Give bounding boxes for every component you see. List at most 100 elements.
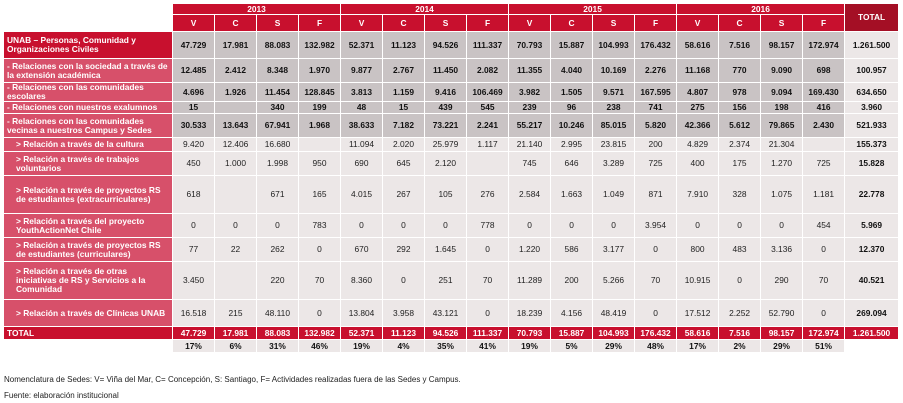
table-cell: 200 — [634, 137, 678, 152]
grand-total: 1.261.500 — [844, 326, 900, 340]
percent-cell: 46% — [297, 339, 342, 353]
table-cell: 275 — [676, 101, 720, 114]
row-total: 521.933 — [844, 113, 900, 138]
table-cell: 645 — [382, 151, 426, 176]
column-header: S — [256, 14, 299, 32]
table-cell: 2.241 — [466, 113, 510, 138]
table-cell: 11.289 — [508, 261, 552, 300]
total-cell: 52.371 — [340, 326, 384, 340]
table-cell: 47.729 — [172, 31, 215, 59]
row-label: > Relación a través de Clínicas UNAB — [3, 299, 173, 327]
total-cell: 98.157 — [760, 326, 804, 340]
row-total: 15.828 — [844, 151, 900, 176]
percent-cell: 29% — [760, 339, 804, 353]
column-header: F — [466, 14, 510, 32]
table-cell: 169.430 — [802, 82, 846, 102]
percent-cell: 19% — [508, 339, 552, 353]
total-cell: 94.526 — [424, 326, 468, 340]
table-cell: 1.117 — [466, 137, 510, 152]
table-cell: 67.941 — [256, 113, 299, 138]
table-cell: 1.968 — [297, 113, 342, 138]
total-cell: 17.981 — [214, 326, 257, 340]
row-label: UNAB – Personas, Comunidad y Organizacio… — [3, 31, 173, 59]
table-cell: 11.355 — [508, 58, 552, 83]
percent-cell: 4% — [382, 339, 426, 353]
table-cell: 0 — [466, 237, 510, 262]
table-row: > Relación a través de trabajos voluntar… — [3, 151, 900, 176]
row-total: 40.521 — [844, 261, 900, 300]
table-cell: 0 — [676, 213, 720, 238]
table-cell: 7.516 — [718, 31, 762, 59]
table-cell: 290 — [760, 261, 804, 300]
table-cell: 0 — [760, 213, 804, 238]
table-cell: 725 — [802, 151, 846, 176]
table-cell: 1.220 — [508, 237, 552, 262]
table-cell: 2.995 — [550, 137, 594, 152]
table-cell: 3.982 — [508, 82, 552, 102]
table-cell: 1.000 — [214, 151, 257, 176]
table-cell: 48 — [340, 101, 384, 114]
table-row: - Relaciones con la sociedad a través de… — [3, 58, 900, 83]
table-cell: 3.177 — [592, 237, 636, 262]
percent-cell: 5% — [550, 339, 594, 353]
column-header: C — [550, 14, 594, 32]
table-cell: 9.094 — [760, 82, 804, 102]
row-total: 12.370 — [844, 237, 900, 262]
row-total: 269.094 — [844, 299, 900, 327]
nomenclature-note: Nomenclatura de Sedes: V= Viña del Mar, … — [4, 375, 461, 384]
table-cell: 0 — [802, 237, 846, 262]
table-cell: 690 — [340, 151, 384, 176]
table-cell — [214, 261, 257, 300]
table-cell: 400 — [676, 151, 720, 176]
table-cell: 439 — [424, 101, 468, 114]
table-cell: 4.807 — [676, 82, 720, 102]
table-cell: 23.815 — [592, 137, 636, 152]
row-label: > Relación a través de otras iniciativas… — [3, 261, 173, 300]
percent-row: 17% 6% 31% 46% 19% 4% 35% 41% 19% 5% 29% 48% 17% 2% 29… — [3, 339, 900, 353]
percent-cell: 17% — [676, 339, 720, 353]
total-cell: 47.729 — [172, 326, 215, 340]
table-cell: 16.518 — [172, 299, 215, 327]
total-row-label: TOTAL — [3, 326, 173, 340]
row-total: 1.261.500 — [844, 31, 900, 59]
table-cell: 15 — [172, 101, 215, 114]
table-cell: 1.075 — [760, 175, 804, 214]
column-header: C — [718, 14, 762, 32]
table-cell — [297, 137, 342, 152]
column-header: F — [297, 14, 342, 32]
column-header: S — [760, 14, 804, 32]
total-cell: 104.993 — [592, 326, 636, 340]
table-cell: 132.982 — [297, 31, 342, 59]
table-cell: 12.406 — [214, 137, 257, 152]
table-cell: 783 — [297, 213, 342, 238]
table-cell: 12.485 — [172, 58, 215, 83]
table-cell: 9.420 — [172, 137, 215, 152]
table-cell: 0 — [382, 213, 426, 238]
table-cell: 698 — [802, 58, 846, 83]
table-cell: 4.829 — [676, 137, 720, 152]
total-cell: 111.337 — [466, 326, 510, 340]
table-row: - Relaciones con las comunidades vecinas… — [3, 113, 900, 138]
total-cell: 15.887 — [550, 326, 594, 340]
column-header: V — [508, 14, 552, 32]
table-cell: 1.645 — [424, 237, 468, 262]
table-cell: 111.337 — [466, 31, 510, 59]
table-cell: 7.910 — [676, 175, 720, 214]
table-cell: 1.926 — [214, 82, 257, 102]
percent-cell: 31% — [256, 339, 299, 353]
table-cell: 52.371 — [340, 31, 384, 59]
table-cell: 22 — [214, 237, 257, 262]
table-cell: 8.348 — [256, 58, 299, 83]
table-cell: 871 — [634, 175, 678, 214]
row-label: > Relación a través de la cultura — [3, 137, 173, 152]
table-cell: 79.865 — [760, 113, 804, 138]
table-cell: 7.182 — [382, 113, 426, 138]
table-cell: 58.616 — [676, 31, 720, 59]
table-row: UNAB – Personas, Comunidad y Organizacio… — [3, 31, 900, 59]
table-cell: 38.633 — [340, 113, 384, 138]
row-label: > Relación a través de proyectos RS de e… — [3, 175, 173, 214]
table-cell: 5.612 — [718, 113, 762, 138]
table-cell: 200 — [550, 261, 594, 300]
table-cell: 70 — [297, 261, 342, 300]
table-cell: 88.083 — [256, 31, 299, 59]
